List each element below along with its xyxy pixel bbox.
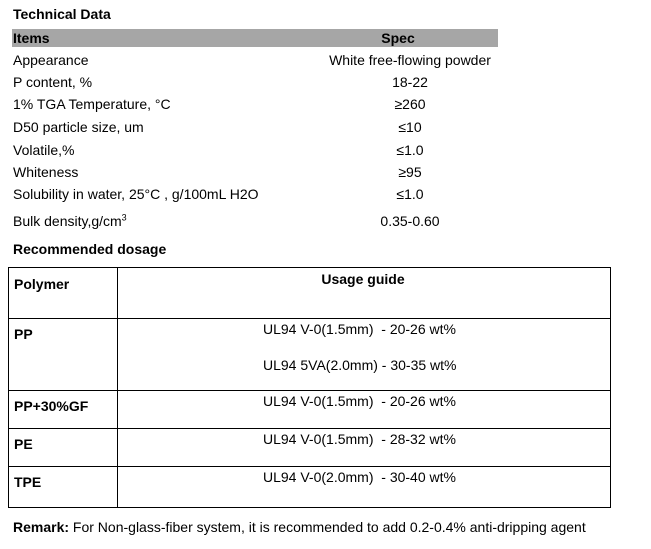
row-line [8,318,611,319]
remark: Remark: For Non-glass-fiber system, it i… [13,518,586,536]
item: Bulk density,g/cm3 [13,212,127,229]
col-header: Items [13,30,50,46]
row-line [8,466,611,467]
col-header: Polymer [14,276,70,292]
item: Whiteness [13,164,79,180]
usage-guide: UL94 V-0(2.0mm) - 30-40 wt% [263,469,456,485]
polymer: PP+30%GF [14,398,89,414]
item: Volatile,% [13,142,75,158]
spec: ≥95 [398,164,422,180]
spec: 0.35-0.60 [380,213,440,229]
polymer: TPE [14,474,42,490]
item: 1% TGA Temperature, °C [13,96,171,112]
spec: White free-flowing powder [329,52,491,68]
polymer: PP [14,326,33,342]
item: Appearance [13,52,89,68]
spec: ≤1.0 [396,186,424,202]
polymer: PE [14,436,33,452]
row-line [8,428,611,429]
col-header: Spec [381,30,415,46]
header-bar [12,29,498,47]
usage-guide: UL94 V-0(1.5mm) - 20-26 wt% [263,393,456,409]
section-title: Recommended dosage [13,241,167,257]
item: P content, % [13,74,93,90]
col-header: Usage guide [321,271,405,287]
column-divider [117,267,118,508]
spec: ≤10 [398,119,422,135]
item: Solubility in water, 25°C , g/100mL H2O [13,186,259,202]
remark-text: For Non-glass-fiber system, it is recomm… [72,519,586,535]
usage-guide: UL94 5VA(2.0mm) - 30-35 wt% [263,357,457,373]
row-line [8,390,611,391]
remark-label: Remark: [13,519,70,535]
spec: ≥260 [394,96,426,112]
usage-guide: UL94 V-0(1.5mm) - 28-32 wt% [263,431,456,447]
spec: ≤1.0 [396,142,424,158]
item: D50 particle size, um [13,119,144,135]
title: Technical Data [13,6,111,22]
dosage-table [8,267,611,508]
spec: 18-22 [392,74,428,90]
item-sup: 3 [121,212,127,223]
usage-guide: UL94 V-0(1.5mm) - 20-26 wt% [263,321,456,337]
